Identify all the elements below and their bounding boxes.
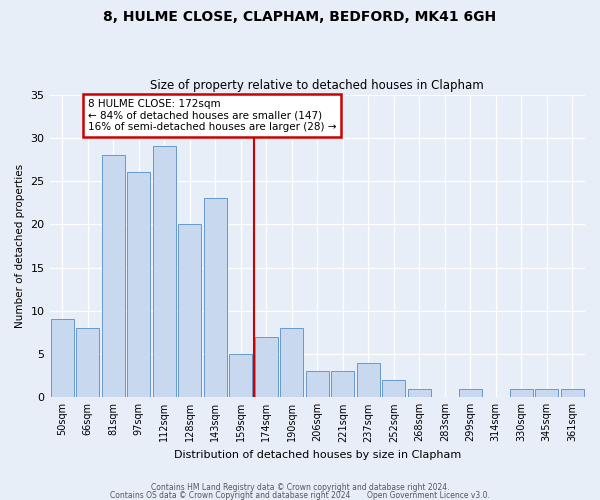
Bar — [229, 354, 252, 398]
Bar — [153, 146, 176, 398]
X-axis label: Distribution of detached houses by size in Clapham: Distribution of detached houses by size … — [173, 450, 461, 460]
Bar — [127, 172, 150, 398]
Bar — [51, 320, 74, 398]
Text: Contains OS data © Crown Copyright and database right 2024       Open Government: Contains OS data © Crown Copyright and d… — [110, 490, 490, 500]
Bar — [459, 388, 482, 398]
Bar — [102, 155, 125, 398]
Bar — [561, 388, 584, 398]
Bar — [280, 328, 303, 398]
Bar — [306, 372, 329, 398]
Bar — [510, 388, 533, 398]
Bar — [408, 388, 431, 398]
Text: 8 HULME CLOSE: 172sqm
← 84% of detached houses are smaller (147)
16% of semi-det: 8 HULME CLOSE: 172sqm ← 84% of detached … — [88, 99, 336, 132]
Bar — [204, 198, 227, 398]
Bar — [535, 388, 558, 398]
Title: Size of property relative to detached houses in Clapham: Size of property relative to detached ho… — [151, 79, 484, 92]
Bar — [178, 224, 201, 398]
Bar — [331, 372, 354, 398]
Text: Contains HM Land Registry data © Crown copyright and database right 2024.: Contains HM Land Registry data © Crown c… — [151, 484, 449, 492]
Text: 8, HULME CLOSE, CLAPHAM, BEDFORD, MK41 6GH: 8, HULME CLOSE, CLAPHAM, BEDFORD, MK41 6… — [103, 10, 497, 24]
Y-axis label: Number of detached properties: Number of detached properties — [15, 164, 25, 328]
Bar — [357, 362, 380, 398]
Bar — [76, 328, 99, 398]
Bar — [382, 380, 405, 398]
Bar — [255, 337, 278, 398]
